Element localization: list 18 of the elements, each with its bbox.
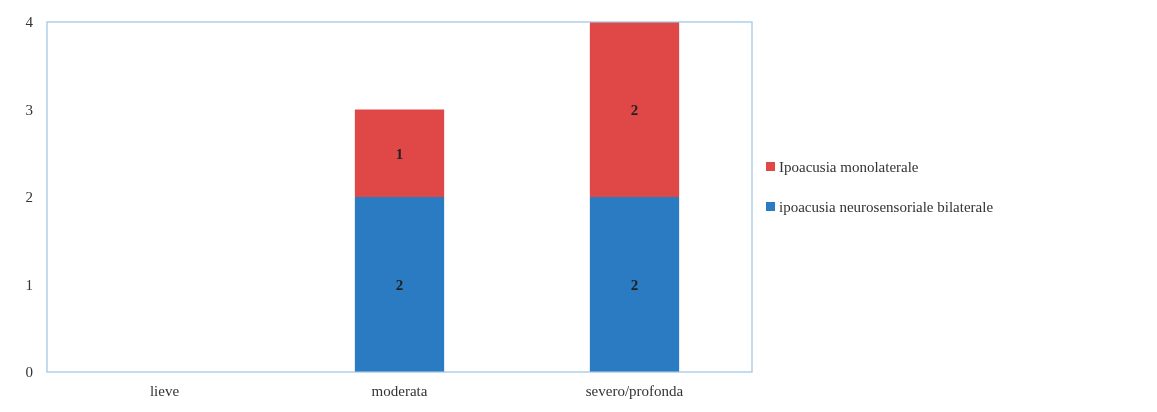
bar	[354, 109, 445, 197]
bar	[354, 197, 445, 372]
y-tick-label: 4	[25, 14, 34, 31]
legend-label: Ipoacusia monolaterale	[779, 159, 919, 176]
y-tick-label: 2	[25, 189, 33, 206]
legend-label: ipoacusia neurosensoriale bilaterale	[779, 199, 994, 216]
y-tick-label: 1	[25, 276, 33, 293]
data-label: 2	[630, 276, 639, 293]
x-tick-label: severo/profonda	[585, 383, 684, 399]
x-tick-label: moderata	[371, 383, 428, 399]
y-tick-label: 3	[25, 101, 33, 118]
bar	[589, 22, 680, 197]
data-label: 1	[395, 145, 404, 162]
data-label: 2	[395, 276, 404, 293]
bar	[589, 197, 680, 372]
x-tick-label: lieve	[149, 383, 180, 399]
y-tick-label: 0	[25, 364, 33, 381]
data-label: 2	[630, 101, 639, 118]
